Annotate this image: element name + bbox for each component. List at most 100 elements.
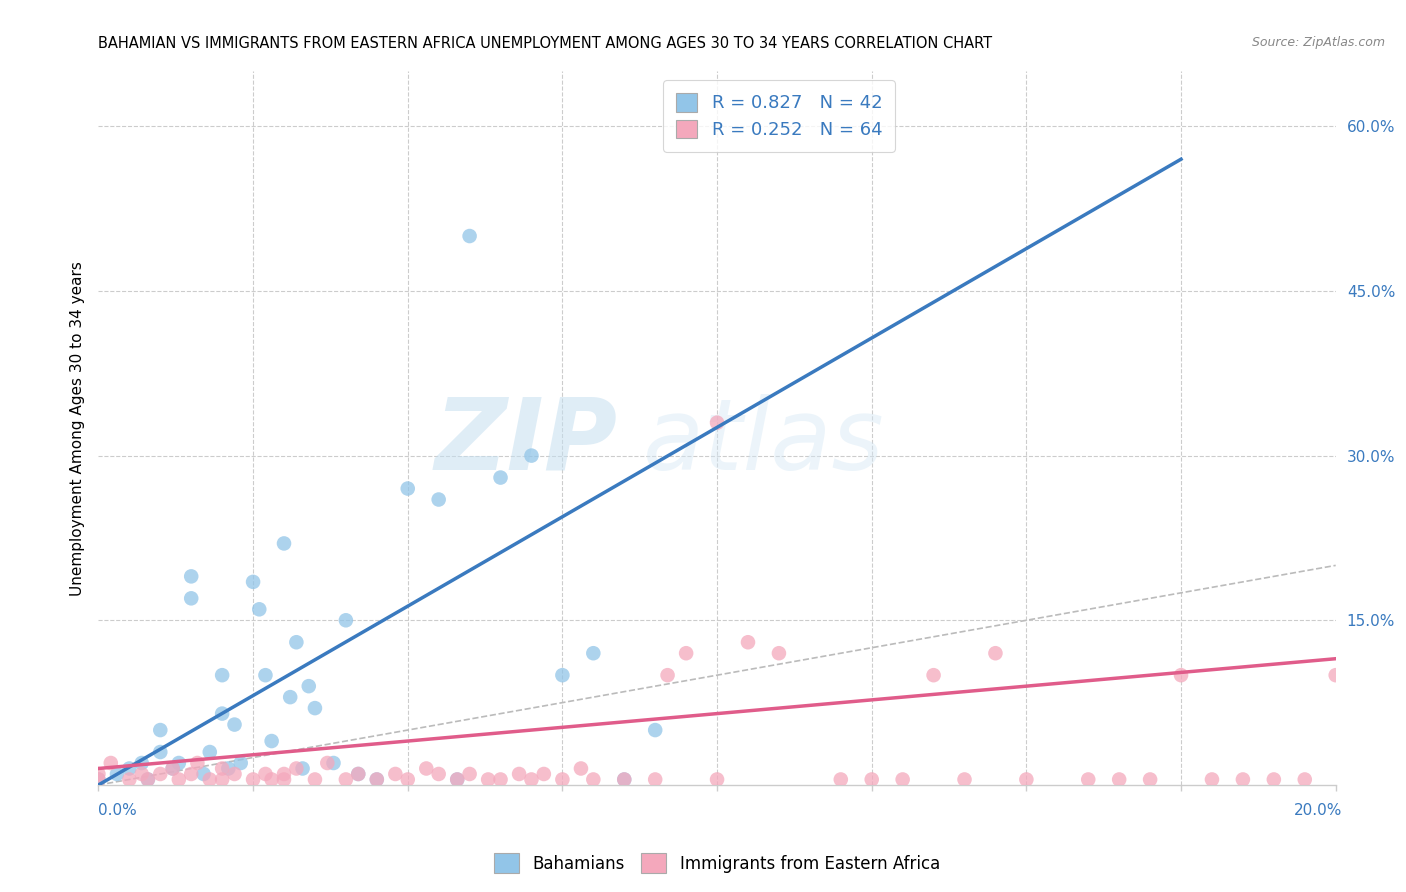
Point: [224, 767, 246, 781]
Point: [613, 772, 636, 787]
Point: [830, 772, 852, 787]
Point: [136, 772, 159, 787]
Point: [1077, 772, 1099, 787]
Point: [1139, 772, 1161, 787]
Point: [87, 772, 110, 787]
Point: [273, 536, 295, 550]
Point: [285, 635, 308, 649]
Point: [247, 602, 270, 616]
Point: [984, 646, 1007, 660]
Text: atlas: atlas: [643, 394, 884, 491]
Point: [1232, 772, 1254, 787]
Point: [396, 482, 419, 496]
Point: [304, 772, 326, 787]
Point: [335, 772, 357, 787]
Point: [273, 767, 295, 781]
Point: [224, 717, 246, 731]
Point: [149, 745, 172, 759]
Point: [582, 772, 605, 787]
Point: [551, 668, 574, 682]
Point: [1294, 772, 1316, 787]
Point: [87, 772, 110, 787]
Point: [217, 762, 239, 776]
Point: [415, 762, 437, 776]
Point: [489, 772, 512, 787]
Point: [100, 756, 122, 770]
Y-axis label: Unemployment Among Ages 30 to 34 years: Unemployment Among Ages 30 to 34 years: [69, 260, 84, 596]
Point: [335, 613, 357, 627]
Point: [162, 762, 184, 776]
Point: [118, 772, 141, 787]
Point: [285, 762, 308, 776]
Point: [242, 574, 264, 589]
Point: [384, 767, 406, 781]
Text: 0.0%: 0.0%: [98, 803, 138, 818]
Point: [366, 772, 388, 787]
Point: [458, 229, 481, 244]
Point: [162, 762, 184, 776]
Point: [254, 668, 277, 682]
Point: [180, 767, 202, 781]
Point: [149, 767, 172, 781]
Point: [520, 772, 543, 787]
Point: [533, 767, 555, 781]
Point: [118, 762, 141, 776]
Point: [254, 767, 277, 781]
Point: [922, 668, 945, 682]
Point: [551, 772, 574, 787]
Point: [260, 772, 283, 787]
Point: [186, 756, 208, 770]
Point: [198, 772, 221, 787]
Point: [291, 762, 314, 776]
Point: [87, 767, 110, 781]
Point: [1201, 772, 1223, 787]
Point: [768, 646, 790, 660]
Point: [737, 635, 759, 649]
Point: [675, 646, 697, 660]
Point: [1015, 772, 1038, 787]
Point: [316, 756, 339, 770]
Point: [458, 767, 481, 781]
Point: [229, 756, 252, 770]
Point: [347, 767, 370, 781]
Point: [211, 772, 233, 787]
Text: BAHAMIAN VS IMMIGRANTS FROM EASTERN AFRICA UNEMPLOYMENT AMONG AGES 30 TO 34 YEAR: BAHAMIAN VS IMMIGRANTS FROM EASTERN AFRI…: [98, 36, 993, 51]
Point: [167, 756, 190, 770]
Point: [366, 772, 388, 787]
Point: [136, 772, 159, 787]
Point: [953, 772, 976, 787]
Point: [520, 449, 543, 463]
Point: [180, 591, 202, 606]
Point: [167, 772, 190, 787]
Point: [644, 772, 666, 787]
Point: [304, 701, 326, 715]
Text: ZIP: ZIP: [434, 394, 619, 491]
Point: [1170, 668, 1192, 682]
Point: [657, 668, 679, 682]
Point: [260, 734, 283, 748]
Point: [427, 492, 450, 507]
Point: [508, 767, 530, 781]
Point: [131, 767, 153, 781]
Point: [211, 762, 233, 776]
Point: [569, 762, 592, 776]
Text: Source: ZipAtlas.com: Source: ZipAtlas.com: [1251, 36, 1385, 49]
Point: [613, 772, 636, 787]
Point: [706, 416, 728, 430]
Text: 20.0%: 20.0%: [1295, 803, 1343, 818]
Point: [278, 690, 301, 705]
Point: [1263, 772, 1285, 787]
Point: [446, 772, 468, 787]
Point: [198, 745, 221, 759]
Point: [242, 772, 264, 787]
Point: [477, 772, 499, 787]
Point: [706, 772, 728, 787]
Point: [273, 772, 295, 787]
Point: [180, 569, 202, 583]
Point: [1324, 668, 1347, 682]
Point: [211, 706, 233, 721]
Point: [860, 772, 883, 787]
Point: [105, 767, 128, 781]
Point: [211, 668, 233, 682]
Point: [489, 470, 512, 484]
